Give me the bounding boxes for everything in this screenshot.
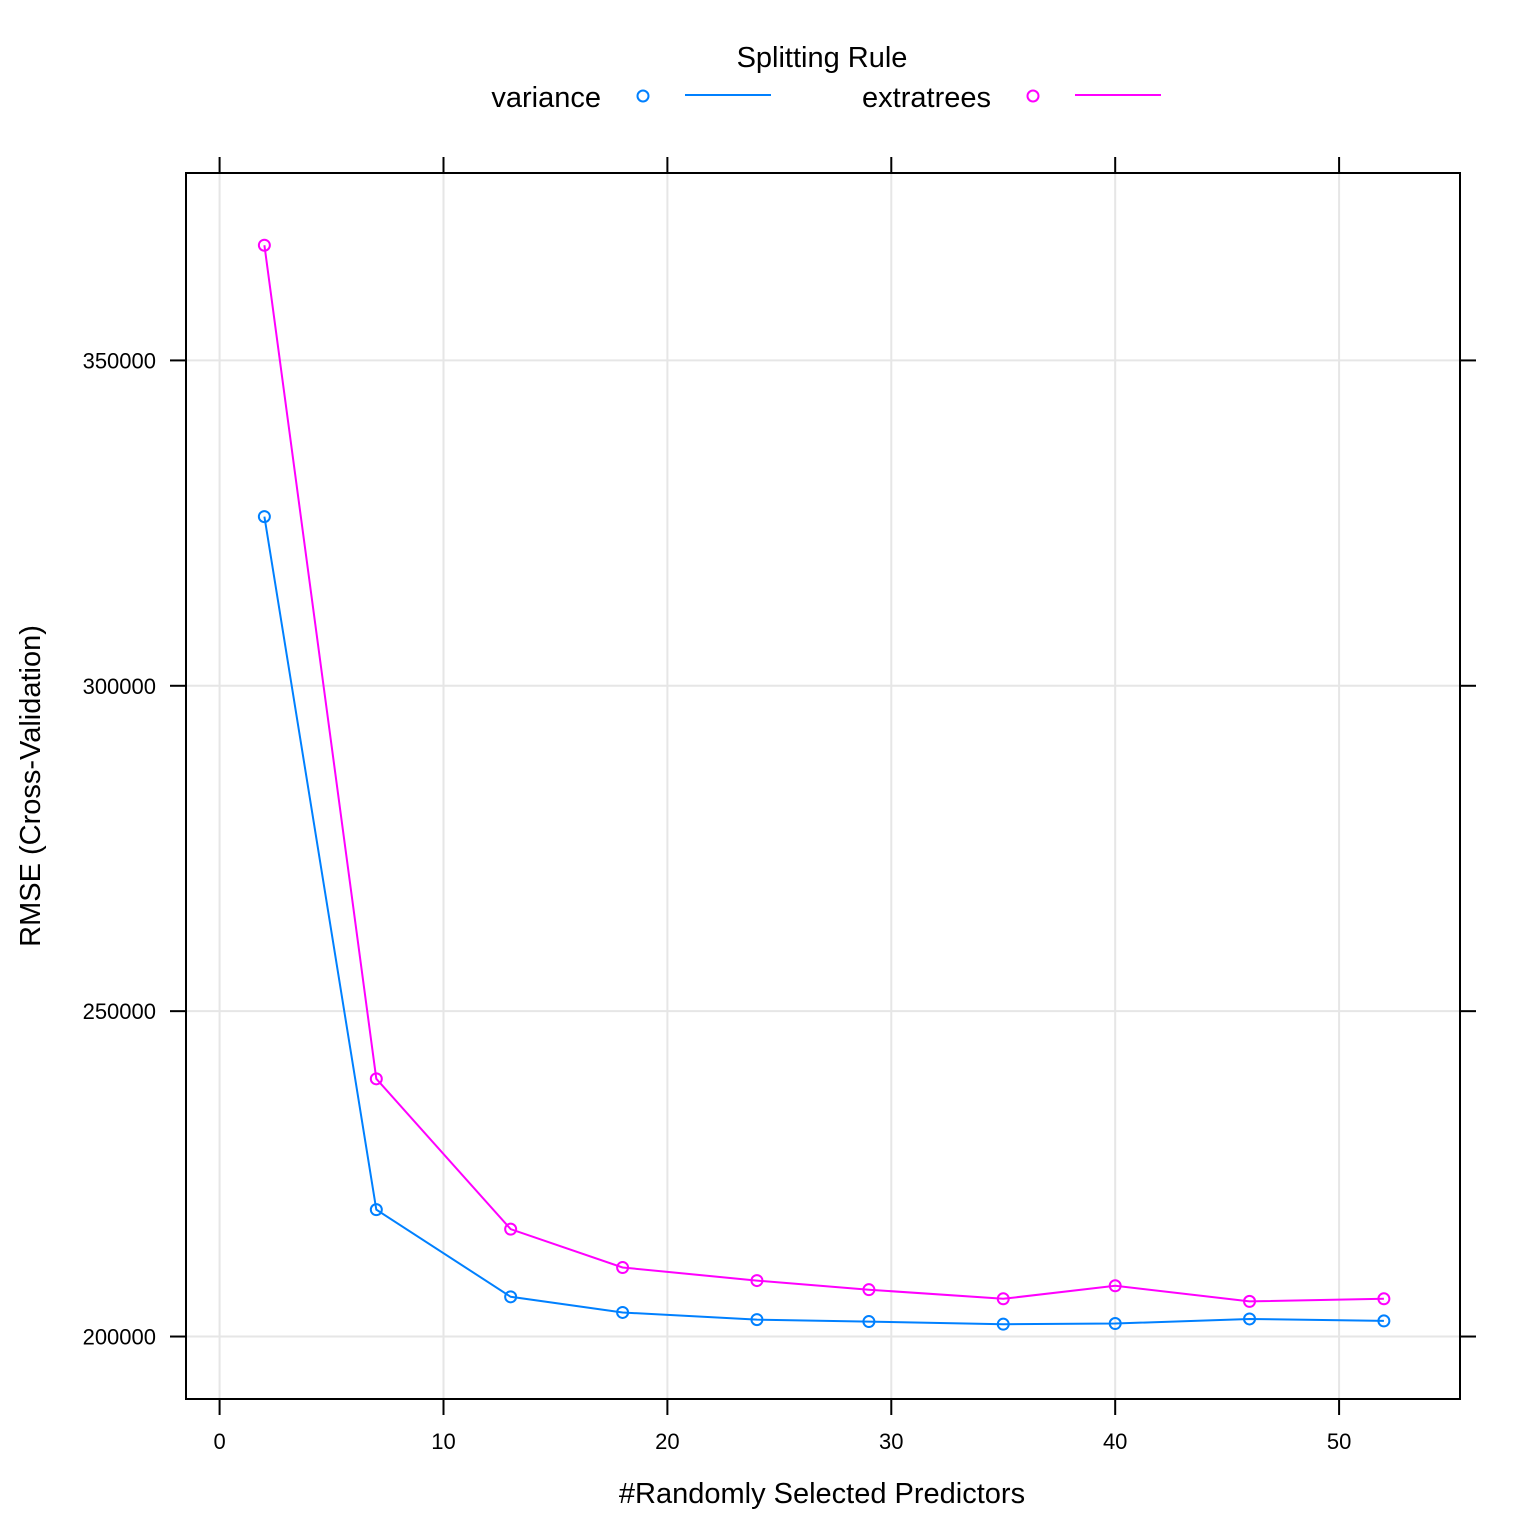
data-point-extratrees (1377, 1292, 1391, 1306)
data-point-extratrees (1243, 1294, 1257, 1308)
legend-label-variance: variance (491, 82, 601, 114)
x-tick-label: 10 (431, 1429, 455, 1454)
data-point-extratrees (1108, 1279, 1122, 1293)
x-tick-label: 30 (879, 1429, 903, 1454)
y-tick-label: 300000 (83, 674, 156, 699)
data-point-variance (369, 1203, 383, 1217)
data-point-variance (750, 1313, 764, 1327)
legend-marker-variance (636, 89, 650, 103)
x-tick-label: 40 (1103, 1429, 1127, 1454)
legend: Splitting Rule variance extratrees (491, 42, 1161, 114)
axis-ticks: 0 10 20 30 40 50 200000 250000 300000 350000 (83, 157, 1476, 1454)
series-layer (257, 238, 1391, 1331)
legend-label-extratrees: extratrees (862, 82, 991, 114)
y-axis-title: RMSE (Cross-Validation) (15, 625, 47, 947)
data-point-extratrees (504, 1222, 518, 1236)
data-point-variance (1243, 1312, 1257, 1326)
x-tick-label: 20 (655, 1429, 679, 1454)
legend-marker-extratrees (1026, 89, 1040, 103)
data-point-extratrees (750, 1274, 764, 1288)
x-tick-label: 0 (213, 1429, 225, 1454)
legend-title: Splitting Rule (737, 42, 908, 74)
grid-lines (186, 173, 1460, 1399)
data-point-variance (1108, 1317, 1122, 1331)
y-tick-label: 200000 (83, 1325, 156, 1350)
data-point-extratrees (369, 1072, 383, 1086)
plot-frame (185, 172, 1461, 1400)
data-point-extratrees (862, 1283, 876, 1297)
data-point-extratrees (616, 1261, 630, 1275)
series-line-extratrees (263, 245, 1384, 1303)
data-point-variance (862, 1315, 876, 1329)
data-point-extratrees (257, 238, 271, 252)
data-point-variance (616, 1305, 630, 1319)
x-tick-label: 50 (1327, 1429, 1351, 1454)
data-point-extratrees (996, 1292, 1010, 1306)
data-point-variance (504, 1290, 518, 1304)
y-tick-label: 250000 (83, 999, 156, 1024)
x-axis-title: #Randomly Selected Predictors (619, 1478, 1025, 1510)
data-point-variance (996, 1317, 1010, 1331)
y-tick-label: 350000 (83, 348, 156, 373)
data-point-variance (1377, 1314, 1391, 1328)
data-point-variance (257, 510, 271, 524)
series-line-variance (263, 516, 1384, 1326)
